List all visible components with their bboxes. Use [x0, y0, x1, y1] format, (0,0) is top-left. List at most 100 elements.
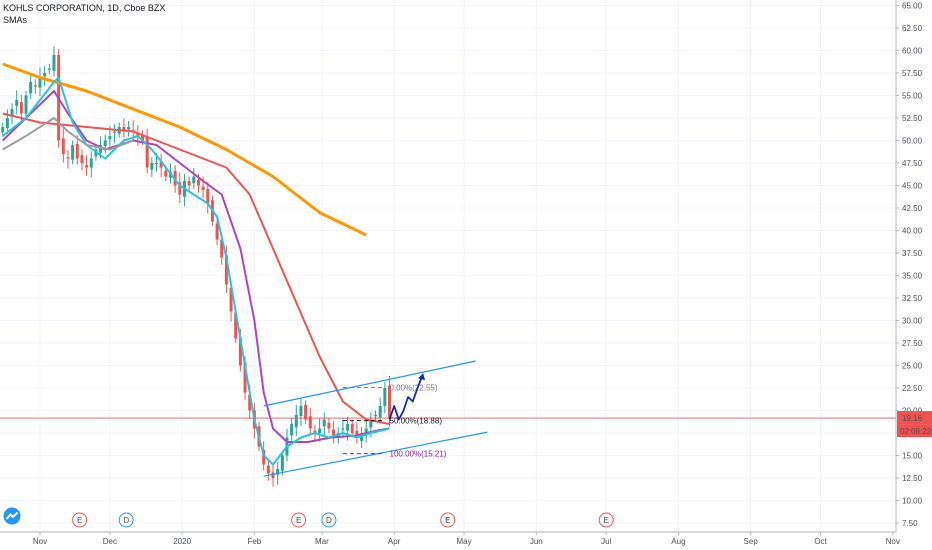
candle-body — [187, 181, 191, 186]
moving-averages — [2, 62, 390, 466]
indicator-label[interactable]: SMAs — [3, 15, 28, 25]
price-tick-label: 42.50 — [902, 204, 923, 213]
candle-body — [220, 239, 224, 258]
candle-body — [80, 155, 84, 163]
earnings-event-icon[interactable]: E — [598, 512, 614, 528]
event-marker-label: D — [123, 516, 129, 525]
candle-body — [178, 182, 182, 195]
candle-body — [215, 223, 219, 240]
price-tick-label: 12.50 — [902, 474, 923, 483]
candle-body — [299, 406, 303, 417]
candle-body — [388, 385, 391, 419]
candle-body — [52, 55, 56, 71]
time-tick-label: Jun — [530, 537, 543, 546]
sma-20-line — [2, 76, 390, 466]
candle-body — [196, 179, 200, 186]
price-tick-label: 35.00 — [902, 272, 923, 281]
candle-body — [294, 415, 298, 428]
candle-body — [33, 85, 37, 87]
candle-body — [38, 77, 42, 88]
time-tick-label: Nov — [886, 537, 900, 546]
candle-body — [350, 424, 354, 433]
candle-body — [206, 188, 210, 204]
candle-body — [290, 424, 294, 436]
projection-arrowhead — [418, 373, 426, 381]
candle-body — [304, 404, 308, 420]
candle-body — [71, 145, 75, 160]
dividend-event-icon[interactable]: D — [118, 512, 134, 528]
candle-body — [327, 422, 331, 429]
last-price-badge-bg — [897, 411, 932, 425]
candle-body — [238, 337, 242, 366]
time-tick-label: Dec — [103, 537, 117, 546]
candle-body — [19, 102, 23, 114]
time-tick-label: Apr — [388, 537, 401, 546]
candle-body — [66, 157, 70, 159]
candle-body — [103, 140, 107, 147]
tradingview-logo-icon — [3, 507, 21, 525]
candle-body — [201, 186, 205, 190]
candle-body — [150, 163, 154, 170]
price-axis[interactable]: 7.5010.0012.5015.0017.5020.0022.5025.002… — [895, 0, 932, 550]
time-tick-label: Nov — [33, 537, 47, 546]
candle-body — [234, 312, 238, 339]
price-tick-label: 55.00 — [902, 92, 923, 101]
price-tick-label: 45.00 — [902, 182, 923, 191]
time-axis[interactable]: Nov Dec 2020 Feb Mar Apr May Jun Jul Aug Sep Oct Nov — [0, 531, 900, 546]
price-tick-label: 40.00 — [902, 227, 923, 236]
candle-body — [332, 429, 336, 438]
earnings-event-icon[interactable]: E — [440, 512, 456, 528]
price-tick-label: 15.00 — [902, 452, 923, 461]
candle-body — [47, 68, 51, 70]
sma-200-line — [2, 62, 367, 237]
candle-body — [262, 449, 266, 465]
candle-body — [89, 158, 93, 168]
sma-grey-line — [2, 117, 134, 151]
time-tick-label: Jul — [601, 537, 611, 546]
earnings-event-icon[interactable]: E — [291, 512, 307, 528]
candle-body — [145, 137, 149, 168]
sma-50-line — [2, 90, 390, 443]
price-tick-label: 47.50 — [902, 159, 923, 168]
candle-body — [164, 170, 168, 177]
fib-level-label: 50.00%(18.88) — [390, 417, 443, 426]
earnings-event-icon[interactable]: E — [72, 512, 88, 528]
candle-body — [192, 176, 196, 184]
countdown-value: 02:08:22 — [900, 427, 932, 436]
price-axis-bg — [896, 0, 932, 550]
symbol-title[interactable]: KOHLS CORPORATION, 1D, Cboe BZX — [3, 3, 166, 13]
candle-body — [308, 416, 312, 429]
event-marker-label: E — [77, 516, 82, 525]
last-price-badge: 19.16 02:08:22 — [897, 411, 932, 438]
price-tick-label: 25.00 — [902, 362, 923, 371]
price-tick-label: 60.00 — [902, 47, 923, 56]
candlesticks — [1, 46, 391, 487]
candle-body — [276, 469, 280, 475]
time-tick-label: 2020 — [173, 537, 191, 546]
event-marker-label: D — [326, 516, 332, 525]
candle-body — [322, 419, 326, 427]
channel-lower-line — [263, 431, 488, 477]
candle-body — [141, 134, 145, 141]
drawings: 0.00%(22.55) 50.00%(18.88) 100.00%(15.21) — [0, 360, 896, 477]
candle-body — [85, 165, 89, 168]
candle-body — [374, 415, 378, 417]
price-tick-label: 50.00 — [902, 137, 923, 146]
price-tick-label: 57.50 — [902, 69, 923, 78]
candle-body — [122, 127, 126, 132]
candle-body — [113, 131, 117, 133]
candle-body — [43, 73, 47, 77]
candle-body — [229, 287, 233, 312]
time-tick-label: Sep — [744, 537, 759, 546]
candle-body — [378, 406, 382, 418]
candle-body — [280, 455, 284, 472]
event-marker-circle — [118, 512, 134, 528]
price-tick-label: 27.50 — [902, 339, 923, 348]
time-tick-label: Mar — [315, 537, 329, 546]
candle-body — [369, 419, 373, 428]
candle-body — [29, 82, 33, 94]
dividend-event-icon[interactable]: D — [321, 512, 337, 528]
